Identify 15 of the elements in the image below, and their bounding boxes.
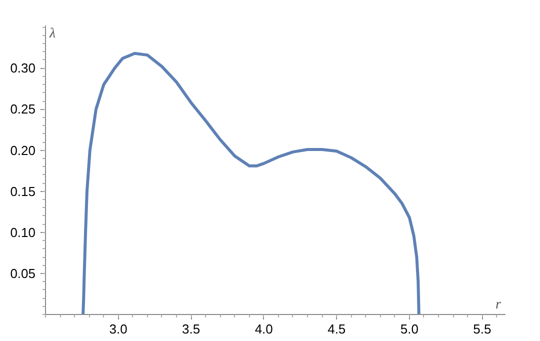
y-axis-title: λ (48, 26, 56, 42)
x-tick-label: 4.5 (328, 322, 346, 336)
x-tick-label: 5.0 (400, 322, 418, 336)
y-tick-label: 0.30 (10, 60, 36, 76)
x-tick-label: 4.0 (254, 322, 273, 336)
x-axis-title: r (496, 298, 502, 312)
y-tick-label: 0.25 (10, 102, 36, 117)
y-tick-label: 0.15 (10, 184, 36, 199)
y-tick-label: 0.10 (10, 224, 36, 240)
x-tick-label: 5.5 (473, 322, 492, 336)
y-tick-label: 0.20 (10, 142, 36, 158)
y-tick-label: 0.05 (10, 266, 36, 281)
line-series (82, 52, 420, 314)
x-tick-label: 3.0 (109, 322, 128, 336)
x-tick-label: 3.5 (182, 322, 200, 336)
